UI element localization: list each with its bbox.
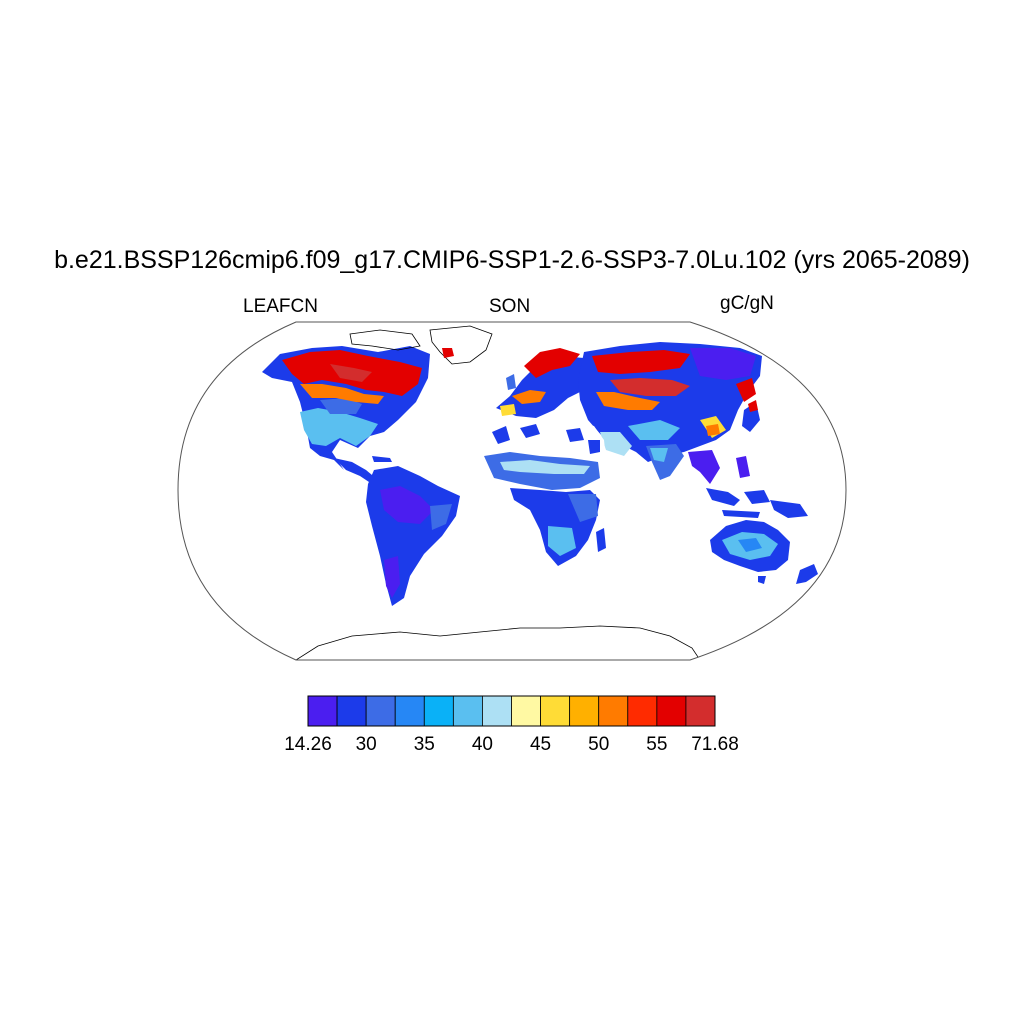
boreal-north-america-dark-red	[330, 364, 372, 382]
india-light	[650, 448, 668, 462]
colorbar-tick-label: 40	[471, 734, 493, 755]
colorbar-swatch	[482, 695, 512, 727]
colorbar-swatch	[365, 695, 396, 727]
new-zealand	[796, 564, 818, 584]
south-america-south-violet	[384, 556, 400, 598]
south-america-violet	[380, 486, 434, 524]
siberia-red	[592, 350, 690, 374]
south-america-land	[366, 466, 460, 606]
season-label: SON	[489, 296, 531, 317]
australia-interior-light	[738, 538, 762, 552]
central-america-land	[334, 458, 378, 484]
arctic-islands-outline	[349, 329, 421, 351]
japan-red	[748, 400, 758, 412]
south-america-east-blue	[430, 504, 452, 530]
colorbar-tick-label: 71.68	[691, 734, 739, 755]
madagascar	[596, 528, 606, 552]
colorbar-swatch	[423, 695, 454, 727]
philippines-islands	[736, 456, 750, 478]
europe-orange	[512, 390, 546, 404]
land-fill	[262, 325, 818, 660]
east-siberia-violet	[690, 348, 756, 380]
colorbar-tick-label: 30	[355, 734, 377, 755]
colorbar-swatch	[452, 695, 483, 727]
africa-south-light	[548, 526, 576, 556]
central-asia-orange	[596, 392, 660, 410]
tibet-light-blue	[628, 420, 680, 440]
colorbar-swatch	[598, 695, 629, 727]
colorbar-swatch	[540, 695, 571, 727]
page-title: b.e21.BSSP126cmip6.f09_g17.CMIP6-SSP1-2.…	[54, 246, 970, 274]
greenland-coast-red	[442, 348, 454, 358]
colorbar-tick-label: 45	[529, 734, 552, 755]
colorbar-swatch	[307, 695, 338, 727]
africa-east-blue	[568, 494, 598, 522]
antarctica-outline	[294, 625, 701, 660]
colorbar-swatch	[394, 695, 425, 727]
arabia-light-blue	[600, 432, 632, 456]
north-america-blue	[320, 398, 362, 414]
indonesia-islands	[706, 488, 808, 518]
north-america-light-blue	[300, 408, 378, 446]
colorbar	[307, 695, 716, 727]
colorbar-tick-label: 35	[413, 734, 435, 755]
variable-label: LEAFCN	[243, 296, 318, 317]
far-east-red	[736, 378, 756, 402]
boreal-north-america-orange	[300, 384, 384, 404]
siberia-dark-red	[610, 378, 690, 396]
colorbar-swatch	[656, 695, 687, 727]
sahara-blue-patches	[492, 424, 600, 454]
caribbean-islands	[372, 456, 392, 462]
colorbar-swatch	[569, 695, 600, 727]
colorbar-tick-label: 14.26	[284, 734, 332, 755]
map-boundary	[177, 321, 847, 661]
sahel-light	[500, 460, 590, 474]
colorbar-tick-label: 55	[646, 734, 668, 755]
colorbar-swatch	[685, 695, 716, 727]
colorbar-swatch	[336, 695, 367, 727]
southeast-asia-land	[688, 450, 720, 484]
china-orange	[706, 424, 720, 436]
colorbar-frame	[307, 695, 716, 727]
uk-land	[506, 374, 516, 390]
colorbar-swatch	[627, 695, 658, 727]
iberia-yellow	[500, 404, 516, 416]
scandinavia-red	[524, 348, 580, 378]
units-label: gC/gN	[720, 293, 774, 314]
tasmania	[758, 576, 766, 584]
greenland-outline	[429, 325, 493, 365]
colorbar-tick-label: 50	[588, 734, 610, 755]
colorbar-swatch	[511, 695, 541, 727]
